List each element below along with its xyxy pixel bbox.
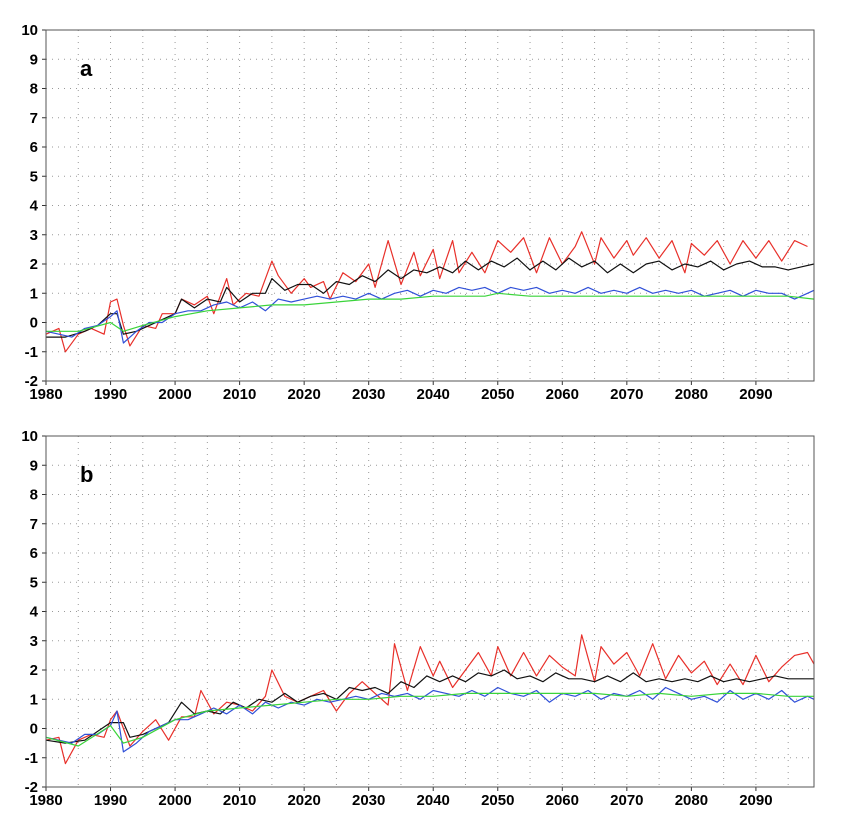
- x-tick-label: 2070: [610, 792, 643, 809]
- y-tick-label: 4: [30, 604, 39, 621]
- x-tick-label: 1980: [29, 792, 62, 809]
- y-tick-label: 5: [30, 574, 38, 591]
- y-tick-label: 7: [30, 516, 38, 533]
- y-tick-label: 1: [30, 691, 38, 708]
- x-tick-label: 2030: [352, 386, 385, 403]
- y-tick-label: 0: [30, 315, 38, 332]
- y-tick-label: -2: [25, 779, 38, 796]
- y-tick-label: 3: [30, 227, 38, 244]
- x-tick-label: 1990: [94, 792, 127, 809]
- x-tick-label: 2050: [481, 792, 514, 809]
- series-line-3: [45, 286, 815, 344]
- y-tick-label: 10: [21, 22, 38, 39]
- y-tick-label: 2: [30, 256, 38, 273]
- series-line-4: [45, 692, 814, 747]
- y-tick-label: 8: [30, 487, 38, 504]
- y-tick-label: 5: [30, 168, 38, 185]
- x-tick-label: 2020: [287, 792, 320, 809]
- panel-label: a: [80, 56, 93, 81]
- x-tick-label: 2050: [481, 386, 514, 403]
- series-line-2: [45, 669, 814, 744]
- x-tick-label: 2090: [739, 386, 772, 403]
- y-tick-label: 3: [30, 633, 38, 650]
- x-tick-label: 1980: [29, 386, 62, 403]
- x-tick-label: 1990: [94, 386, 127, 403]
- y-tick-label: 2: [30, 662, 38, 679]
- x-tick-label: 2080: [675, 386, 708, 403]
- x-tick-label: 2060: [546, 386, 579, 403]
- y-tick-label: 6: [30, 139, 38, 156]
- x-tick-label: 2000: [158, 792, 191, 809]
- series-line-2: [46, 257, 815, 338]
- x-tick-label: 2060: [546, 792, 579, 809]
- y-tick-label: 1: [30, 285, 38, 302]
- y-tick-label: -1: [25, 344, 38, 361]
- y-tick-label: 7: [30, 110, 38, 127]
- x-tick-label: 2090: [739, 792, 772, 809]
- y-tick-label: -1: [25, 750, 38, 767]
- x-tick-label: 2010: [223, 386, 256, 403]
- x-tick-label: 2000: [158, 386, 191, 403]
- panel-label: b: [80, 462, 93, 487]
- y-tick-label: 4: [30, 198, 39, 215]
- y-tick-label: 9: [30, 457, 38, 474]
- y-tick-label: 8: [30, 81, 38, 98]
- plot-frame: [45, 29, 815, 382]
- y-tick-label: -2: [25, 373, 38, 390]
- y-tick-label: 10: [21, 428, 38, 445]
- y-tick-label: 6: [30, 545, 38, 562]
- y-tick-label: 0: [30, 721, 38, 738]
- x-tick-label: 2020: [287, 386, 320, 403]
- series-line-1: [45, 634, 815, 765]
- series-line-3: [45, 686, 815, 753]
- x-tick-label: 2030: [352, 792, 385, 809]
- plot-frame: [45, 435, 815, 788]
- x-tick-label: 2010: [223, 792, 256, 809]
- y-tick-label: 9: [30, 51, 38, 68]
- x-tick-label: 2080: [675, 792, 708, 809]
- x-tick-label: 2040: [417, 386, 450, 403]
- x-tick-label: 2070: [610, 386, 643, 403]
- x-tick-label: 2040: [417, 792, 450, 809]
- series-line-4: [46, 292, 815, 332]
